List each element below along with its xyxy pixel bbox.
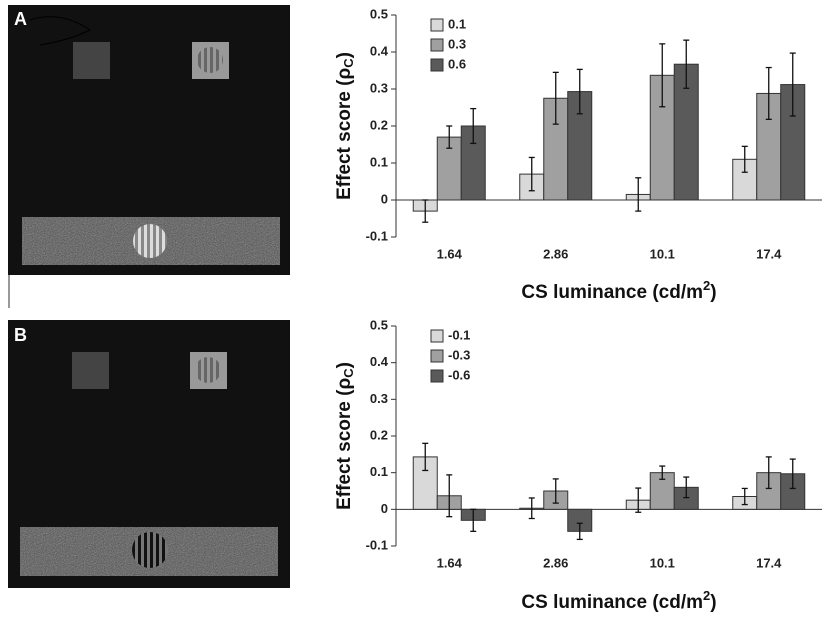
error-bar [470, 508, 477, 532]
x-tick-label: 1.64 [437, 246, 463, 261]
legend-label: -0.6 [448, 367, 470, 382]
error-bar [635, 487, 642, 513]
label-sup: 2 [703, 588, 710, 603]
label-sup: 2 [703, 278, 710, 293]
legend-label: 0.3 [448, 36, 466, 51]
chart: -0.1 0 0.1 0.2 0.3 0.4 0.5 1.64 2.86 10.1 17.4 0.1 0… [334, 6, 822, 303]
x-tick-label: 2.86 [543, 555, 568, 570]
x-axis-label: CS luminance (cd/m2) [521, 278, 716, 303]
panel-label: B [14, 325, 27, 345]
error-bar [422, 442, 429, 472]
label-part: Effect score (ρ [334, 378, 355, 510]
error-bar [659, 465, 666, 480]
error-bar [765, 66, 772, 120]
y-tick-label: 0.1 [370, 464, 388, 479]
y-axis-label: Effect score (ρC) [334, 362, 356, 510]
label-sub: C [341, 368, 356, 378]
error-bar [446, 474, 453, 518]
x-axis-label: CS luminance (cd/m2) [521, 588, 716, 613]
y-tick-label: 0 [381, 191, 388, 206]
error-bar [552, 478, 559, 504]
x-tick-label: 17.4 [756, 246, 782, 261]
y-tick-label: 0.4 [370, 43, 389, 58]
legend-label: 0.6 [448, 56, 466, 71]
error-bar [446, 125, 453, 149]
label-sub: C [341, 58, 356, 68]
legend-swatch [430, 38, 444, 52]
legend-swatch [430, 329, 444, 343]
error-bar [470, 107, 477, 145]
error-bar [789, 458, 796, 490]
error-bar [659, 43, 666, 108]
y-tick-label: 0 [381, 501, 388, 516]
panel-label: A [14, 9, 27, 29]
error-bar [741, 487, 748, 506]
stimulus-b: B [8, 320, 290, 588]
error-bar [528, 497, 535, 520]
error-bar [683, 476, 690, 499]
error-bar [422, 199, 429, 223]
label-part: CS luminance (cd/m [521, 282, 703, 303]
x-tick-label: 17.4 [756, 555, 782, 570]
legend-swatch [430, 18, 444, 32]
y-tick-label: -0.1 [366, 228, 388, 243]
error-bar [741, 145, 748, 173]
legend-label: 0.1 [448, 16, 466, 31]
error-bar [683, 39, 690, 89]
legend-swatch [430, 349, 444, 363]
x-tick-label: 10.1 [650, 555, 675, 570]
y-tick-label: 0.2 [370, 427, 388, 442]
error-bar [552, 71, 559, 125]
legend-swatch [430, 58, 444, 72]
x-tick-label: 2.86 [543, 246, 568, 261]
y-tick-label: 0.3 [370, 391, 388, 406]
label-part: ) [334, 52, 355, 58]
chart: -0.1 0 0.1 0.2 0.3 0.4 0.5 1.64 2.86 10.1 17.4 -0.1… [334, 317, 822, 613]
error-bar [789, 52, 796, 117]
label-part: CS luminance (cd/m [521, 592, 703, 613]
label-part: ) [334, 362, 355, 368]
legend-swatch [430, 369, 444, 383]
error-bar [765, 456, 772, 490]
x-tick-label: 10.1 [650, 246, 675, 261]
bar [412, 456, 438, 510]
label-part: Effect score (ρ [334, 68, 355, 200]
y-tick-label: 0.2 [370, 117, 388, 132]
error-bar [635, 177, 642, 212]
y-axis-label: Effect score (ρC) [334, 52, 356, 200]
error-bar [528, 156, 535, 192]
y-tick-label: 0.3 [370, 80, 388, 95]
stimulus-a: A [8, 5, 290, 308]
x-tick-label: 1.64 [437, 555, 463, 570]
legend-label: -0.1 [448, 327, 470, 342]
error-bar [576, 522, 583, 541]
y-tick-label: 0.5 [370, 317, 388, 332]
error-bar [576, 68, 583, 115]
y-tick-label: 0.4 [370, 354, 389, 369]
y-tick-label: 0.1 [370, 154, 388, 169]
legend-label: -0.3 [448, 347, 470, 362]
y-tick-label: 0.5 [370, 6, 388, 21]
label-part: ) [710, 282, 716, 303]
label-part: ) [710, 592, 716, 613]
y-tick-label: -0.1 [366, 537, 388, 552]
